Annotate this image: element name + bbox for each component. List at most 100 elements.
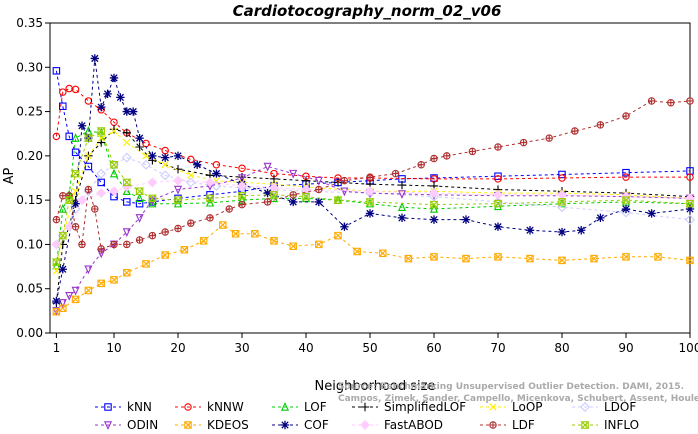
data-point bbox=[685, 214, 695, 225]
data-point bbox=[187, 155, 195, 164]
data-point bbox=[205, 177, 215, 188]
data-point bbox=[429, 188, 439, 199]
data-point bbox=[96, 188, 107, 199]
legend-item-odin: ODIN bbox=[95, 418, 158, 432]
data-point bbox=[430, 253, 438, 261]
data-point bbox=[97, 134, 105, 142]
y-tick-label: 0.25 bbox=[16, 105, 43, 119]
data-point bbox=[622, 173, 630, 181]
legend-label: ODIN bbox=[127, 418, 158, 432]
data-point bbox=[391, 169, 400, 178]
data-point bbox=[71, 286, 80, 296]
data-point bbox=[71, 148, 80, 157]
data-point bbox=[205, 197, 215, 207]
data-point bbox=[301, 176, 311, 185]
data-point bbox=[51, 239, 62, 250]
data-point bbox=[97, 279, 105, 288]
data-point bbox=[97, 138, 106, 147]
data-point bbox=[360, 420, 370, 430]
data-point bbox=[142, 139, 150, 148]
data-point bbox=[238, 164, 246, 173]
data-point bbox=[123, 138, 131, 147]
data-point bbox=[65, 132, 73, 141]
series-line bbox=[55, 157, 691, 245]
series-line bbox=[55, 130, 691, 263]
data-point bbox=[596, 121, 605, 129]
data-point bbox=[97, 102, 106, 112]
data-point bbox=[461, 215, 471, 224]
data-point bbox=[494, 172, 502, 180]
series-line bbox=[56, 224, 691, 313]
data-point bbox=[365, 198, 375, 206]
data-point bbox=[58, 203, 67, 213]
data-point bbox=[122, 107, 131, 116]
data-point bbox=[340, 187, 349, 197]
data-point bbox=[78, 240, 86, 249]
legend-label: FastABOD bbox=[384, 418, 443, 432]
data-point bbox=[489, 403, 497, 411]
data-point bbox=[129, 107, 138, 116]
data-point bbox=[525, 226, 535, 235]
data-point bbox=[71, 133, 80, 142]
data-point bbox=[52, 267, 60, 275]
data-point bbox=[173, 196, 183, 204]
data-point bbox=[334, 231, 342, 240]
data-point bbox=[142, 260, 150, 268]
series-line bbox=[55, 87, 690, 180]
series-knn bbox=[52, 67, 694, 208]
legend-label: LoOP bbox=[512, 400, 543, 414]
data-point bbox=[103, 421, 113, 431]
data-point bbox=[417, 160, 425, 169]
data-point bbox=[493, 199, 503, 208]
watermark-line-2: Campos, Zimek, Sander, Campello, Micenko… bbox=[338, 394, 698, 404]
data-point bbox=[520, 139, 527, 146]
data-point bbox=[122, 228, 131, 238]
data-point bbox=[353, 247, 361, 256]
data-point bbox=[360, 402, 370, 412]
x-tick-label: 60 bbox=[426, 341, 441, 355]
y-tick-label: 0.00 bbox=[16, 326, 43, 340]
series-line bbox=[55, 130, 691, 266]
series-cof bbox=[52, 54, 695, 306]
data-point bbox=[110, 276, 118, 284]
data-point bbox=[648, 97, 655, 105]
data-point bbox=[123, 241, 130, 248]
data-point bbox=[85, 186, 92, 193]
data-point bbox=[263, 188, 272, 198]
data-point bbox=[315, 186, 322, 193]
data-point bbox=[430, 155, 438, 162]
data-point bbox=[621, 204, 631, 214]
data-point bbox=[365, 186, 375, 197]
data-point bbox=[289, 242, 297, 250]
data-point bbox=[333, 196, 343, 204]
data-point bbox=[77, 195, 87, 206]
data-point bbox=[667, 98, 675, 107]
data-point bbox=[187, 171, 195, 179]
data-point bbox=[289, 197, 298, 207]
data-point bbox=[84, 97, 93, 105]
data-point bbox=[184, 421, 192, 429]
data-point bbox=[136, 236, 143, 244]
data-point bbox=[84, 286, 93, 295]
data-point bbox=[489, 421, 497, 429]
legend-item-knnw: kNNW bbox=[175, 400, 244, 414]
data-point bbox=[280, 420, 290, 430]
x-axis-label: Neighborhood size bbox=[315, 379, 436, 394]
data-point bbox=[397, 180, 407, 190]
data-point bbox=[301, 192, 311, 201]
data-point bbox=[269, 191, 279, 199]
data-point bbox=[366, 173, 374, 181]
data-point bbox=[340, 222, 349, 231]
legend-label: COF bbox=[304, 418, 329, 432]
legend-item-knn: kNN bbox=[95, 400, 152, 414]
y-tick-label: 0.20 bbox=[16, 149, 43, 163]
plot-area: 0.00 0.05 0.10 0.15 0.20 0.25 0.30 0.35 1 10 20 30 4… bbox=[16, 16, 698, 355]
data-point bbox=[122, 186, 131, 196]
legend-item-simplifiedlof: SimplifiedLOF bbox=[352, 400, 466, 414]
data-point bbox=[685, 204, 695, 214]
legend-label: SimplifiedLOF bbox=[384, 400, 466, 414]
data-point bbox=[161, 251, 169, 259]
data-point bbox=[443, 152, 450, 160]
data-point bbox=[493, 201, 503, 211]
data-point bbox=[193, 160, 202, 169]
